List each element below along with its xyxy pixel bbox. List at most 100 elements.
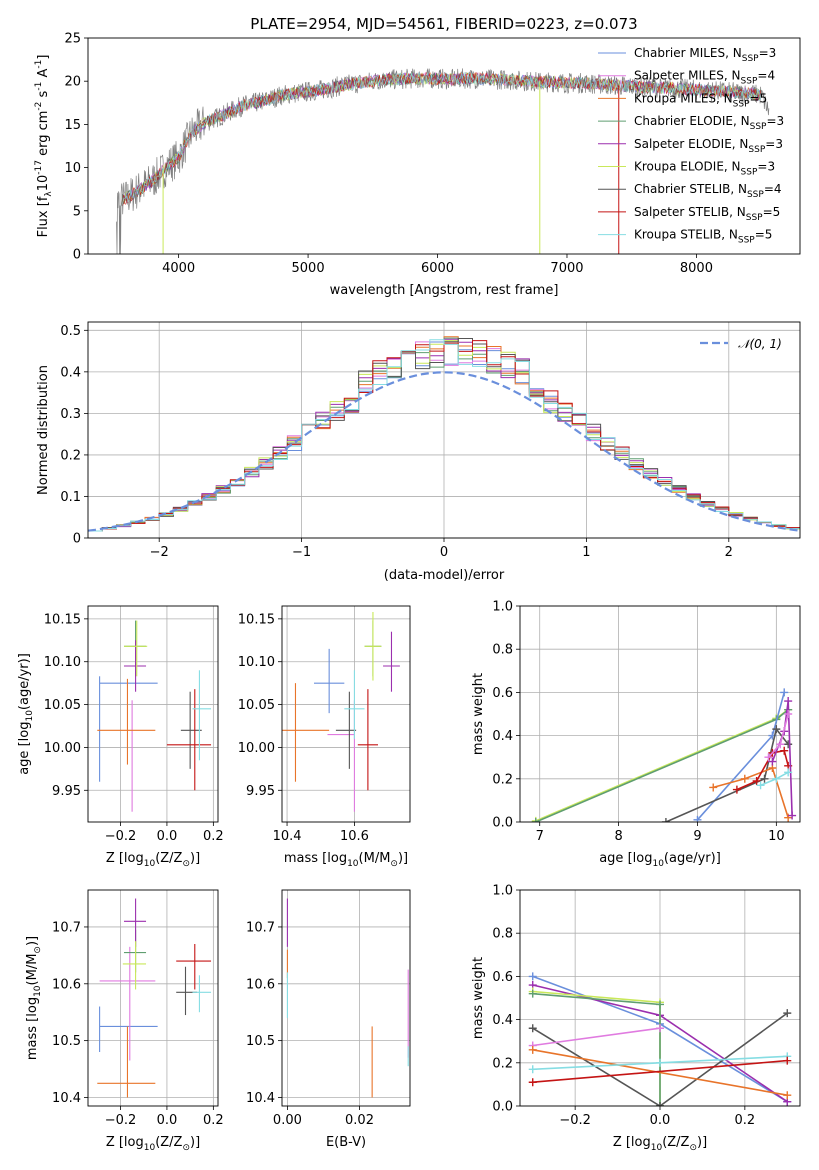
x-tick-label: 0.0 (157, 1113, 178, 1128)
y-tick-label: 20 (64, 75, 81, 90)
y-tick-label: 0.2 (60, 448, 81, 463)
weight-point (784, 697, 793, 706)
weight-point (528, 1045, 537, 1054)
plot-area (282, 612, 400, 812)
x-tick-label: 0.0 (157, 829, 178, 844)
weight-line-ChabrierELODIE (535, 709, 789, 822)
y-tick-label: 10.10 (238, 655, 275, 670)
axes-frame (87, 889, 219, 1107)
legend-entry: Chabrier MILES, NSSP=3 (634, 46, 776, 64)
y-tick-label: 0.5 (60, 324, 81, 339)
x-tick-label: 7000 (550, 261, 583, 276)
weight-line-ChabrierSTELIB (665, 727, 789, 822)
axes-mass_vs_ebv: 0.00 0.02 10.4 10.5 10.6 10.7 (246, 889, 411, 1128)
plot-area (286, 898, 409, 1098)
weight-point (528, 1078, 537, 1087)
weight-point (783, 1009, 792, 1018)
y-tick-label: 0.0 (492, 816, 513, 831)
legend-entry: Salpeter ELODIE, NSSP=3 (634, 137, 783, 155)
y-tick-label: 0.1 (60, 490, 81, 505)
weight-point (693, 815, 702, 822)
weight-point (528, 989, 537, 998)
plot-area (116, 68, 770, 254)
x-axis-label: Z [log10(Z/Z⊙)] (613, 1135, 707, 1153)
y-tick-label: 0.3 (60, 407, 81, 422)
axes-frame (519, 605, 801, 823)
y-tick-label: 10.7 (246, 920, 275, 935)
y-tick-label: 0.4 (492, 729, 513, 744)
x-tick-label: 2 (725, 545, 733, 560)
y-tick-label: 10.6 (52, 977, 81, 992)
y-tick-label: 10.00 (44, 741, 81, 756)
x-tick-label: 8 (614, 829, 622, 844)
y-tick-label: 9.95 (52, 784, 81, 799)
y-axis-label: mass weight (471, 673, 486, 755)
weight-point (784, 768, 793, 777)
y-tick-label: 10 (64, 161, 81, 176)
y-tick-label: 1.0 (492, 600, 513, 615)
x-axis-label: age [log10(age/yr)] (599, 851, 721, 869)
weight-line-SalpeterSTELIB (532, 1059, 788, 1083)
y-tick-label: 10.7 (52, 920, 81, 935)
weight-point (656, 1024, 664, 1033)
weight-point (528, 1065, 537, 1074)
y-tick-label: 10.00 (238, 741, 275, 756)
weight-line-KroupaELODIE (535, 709, 789, 822)
axes-massweight_vs_age: 7 8 9 10 0.0 0.2 0.4 0.6 0.8 1.0 (492, 600, 801, 844)
plot-area (531, 688, 797, 822)
weight-point (709, 783, 718, 792)
weight-point (656, 1000, 664, 1009)
plot-area (528, 972, 792, 1106)
weight-point (780, 746, 789, 755)
y-tick-label: 10.15 (44, 612, 81, 627)
y-tick-label: 25 (64, 32, 81, 47)
x-axis-label: (data-model)/error (384, 568, 505, 583)
y-tick-label: 10.5 (52, 1034, 81, 1049)
legend-entry: Chabrier ELODIE, NSSP=3 (634, 114, 784, 132)
weight-point (780, 688, 789, 697)
weight-line-KroupaMILES (532, 1049, 788, 1096)
x-tick-label: 10.4 (273, 829, 302, 844)
weight-point (784, 740, 793, 749)
spectrum-data-line (116, 68, 770, 254)
y-tick-label: 0.4 (492, 1013, 513, 1028)
weight-line-SalpeterMILES (532, 1027, 661, 1047)
plot-area (88, 336, 800, 532)
weight-point (752, 776, 761, 785)
weight-point (732, 785, 741, 794)
x-tick-label: 5000 (292, 261, 325, 276)
weight-point (760, 774, 769, 783)
x-tick-label: 0.02 (345, 1113, 374, 1128)
spectrum-model-ChabrierSTELIB (121, 71, 761, 207)
axes-spectrum: 4000 5000 6000 7000 8000 0 5 10 15 20 25 (64, 32, 801, 276)
x-tick-label: 0.00 (273, 1113, 302, 1128)
x-tick-label: 7 (536, 829, 544, 844)
spectrum-model-KroupaELODIE (121, 72, 761, 207)
weight-point (776, 740, 785, 749)
weight-point (772, 774, 781, 783)
y-tick-label: 9.95 (246, 784, 275, 799)
axes-frame (87, 605, 219, 823)
y-tick-label: 10.05 (44, 698, 81, 713)
y-tick-label: 15 (64, 118, 81, 133)
x-tick-label: 4000 (162, 261, 195, 276)
x-tick-label: 0.2 (203, 829, 224, 844)
chart-title: PLATE=2954, MJD=54561, FIBERID=0223, z=0… (250, 15, 637, 33)
axes-frame (281, 889, 411, 1107)
weight-point (772, 725, 781, 734)
y-axis-label: age [log10(age/yr)] (17, 653, 35, 775)
legend-entry: Chabrier STELIB, NSSP=4 (634, 182, 782, 200)
x-tick-label: −2 (150, 545, 169, 560)
axes-residuals: −2 −1 0 1 2 0 0.1 0.2 0.3 0.4 0.5 (60, 321, 801, 560)
y-tick-label: 0 (73, 248, 81, 263)
x-tick-label: −0.2 (105, 1113, 137, 1128)
weight-point (656, 1102, 664, 1106)
weight-point (756, 781, 765, 790)
axes-age_vs_mass: 10.4 10.6 9.95 10.00 10.05 10.10 10.15 (238, 605, 411, 844)
x-tick-label: −0.2 (105, 829, 137, 844)
y-axis-label: mass [log10(M/M⊙)] (25, 936, 43, 1060)
histogram-ChabrierSTELIB (88, 338, 800, 532)
weight-point (768, 757, 777, 766)
y-tick-label: 5 (73, 204, 81, 219)
y-tick-label: 10.15 (238, 612, 275, 627)
